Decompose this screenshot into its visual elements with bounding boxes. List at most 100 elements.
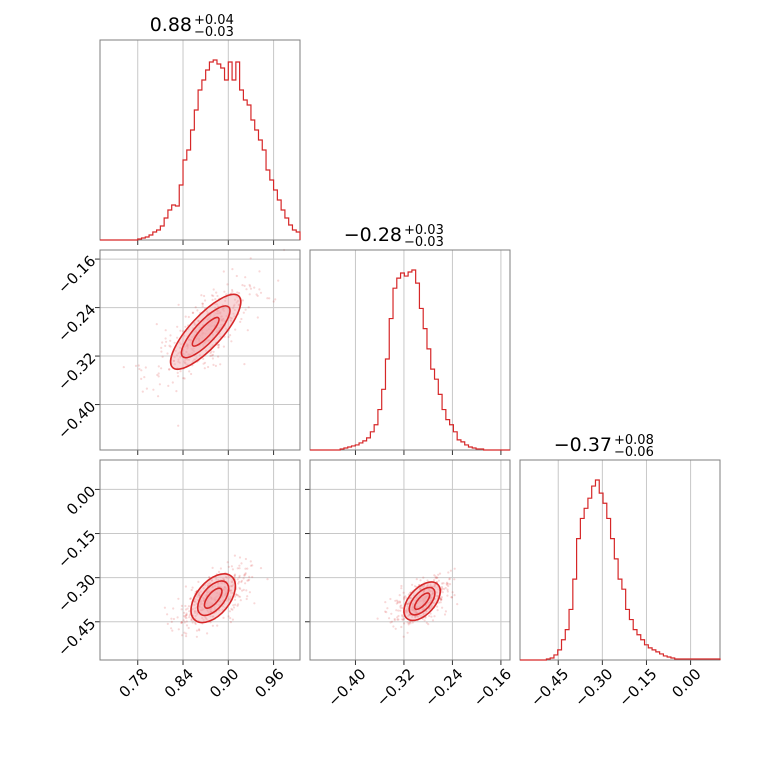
hist-1-frame xyxy=(309,249,511,451)
param-title-minus-2: −0.06 xyxy=(614,445,654,460)
scatter-point xyxy=(244,573,247,576)
scatter-point xyxy=(429,612,432,615)
scatter-point xyxy=(208,590,211,593)
scatter-point xyxy=(430,605,433,608)
scatter-point xyxy=(143,376,146,379)
scatter-point xyxy=(210,610,213,614)
scatter-point xyxy=(182,619,185,622)
scatter-point xyxy=(194,598,197,601)
scatter-point xyxy=(249,287,253,290)
scatter-point xyxy=(207,600,210,603)
scatter-point xyxy=(177,597,180,600)
scatter-point xyxy=(419,604,422,607)
scatter-point xyxy=(376,617,379,620)
scatter-point xyxy=(195,337,198,340)
scatter-point xyxy=(122,366,125,369)
scatter-point xyxy=(399,609,402,612)
scatter-point xyxy=(246,595,249,598)
scatter-point xyxy=(218,327,221,330)
scatter-point xyxy=(177,424,180,427)
scatter-point xyxy=(212,615,215,618)
param-title-minus-0: −0.03 xyxy=(194,25,234,40)
scatter-point xyxy=(246,567,249,570)
scatter-point xyxy=(217,570,221,574)
scatter-point xyxy=(180,621,183,624)
scatter-point xyxy=(390,620,394,623)
scatter-point xyxy=(165,340,168,343)
scatter-point xyxy=(445,583,448,586)
scatter-point xyxy=(202,608,205,611)
scatter-point xyxy=(194,622,197,626)
scatter-point xyxy=(249,560,252,563)
scatter-point xyxy=(201,616,204,620)
scatter-point xyxy=(398,601,402,604)
scatter-point xyxy=(229,591,232,594)
scatter-point xyxy=(157,372,160,375)
scatter-point xyxy=(206,339,209,342)
scatter-point xyxy=(207,611,210,614)
scatter-point xyxy=(447,582,450,585)
scatter-point xyxy=(178,361,181,364)
scatter-point xyxy=(419,599,422,603)
scatter-point xyxy=(424,604,428,607)
scatter-point xyxy=(161,341,164,344)
scatter-point xyxy=(422,612,425,615)
contour-0-1-1 xyxy=(180,305,231,359)
scatter-point xyxy=(183,611,186,614)
scatter-point xyxy=(402,635,405,638)
scatter-point xyxy=(206,593,209,596)
scatter-point xyxy=(432,579,436,582)
scatter-point xyxy=(187,353,190,356)
scatter-point xyxy=(446,588,449,591)
scatter-point xyxy=(194,329,197,332)
scatter-point xyxy=(197,580,200,584)
scatter-point xyxy=(183,353,186,356)
scatter-point xyxy=(413,599,416,602)
scatter-point xyxy=(256,294,259,297)
scatter-point xyxy=(401,618,405,621)
scatter-point xyxy=(431,619,435,622)
scatter-point xyxy=(204,594,207,597)
scatter-point xyxy=(186,347,189,350)
scatter-point xyxy=(422,601,425,604)
scatter-point xyxy=(161,355,164,358)
scatter-point xyxy=(201,596,204,599)
scatter-point xyxy=(453,567,456,570)
scatter-point xyxy=(219,567,222,570)
scatter-point xyxy=(233,303,236,306)
scatter-point xyxy=(222,307,225,310)
scatter-point xyxy=(209,601,212,604)
scatter-point xyxy=(180,608,183,611)
scatter-point xyxy=(246,329,249,332)
scatter-point xyxy=(197,338,200,341)
scatter-point xyxy=(184,361,187,364)
scatter-point xyxy=(416,605,419,609)
scatter-point xyxy=(200,606,203,609)
scatter-point xyxy=(210,294,214,297)
scatter-point xyxy=(203,341,206,344)
scatter-point xyxy=(187,338,190,341)
scatter-point xyxy=(188,358,191,361)
scatter-point xyxy=(231,618,234,621)
scatter-point xyxy=(397,600,400,603)
scatter-point xyxy=(231,568,234,571)
scatter-point xyxy=(218,603,221,607)
scatter-point xyxy=(425,595,428,598)
scatter-point xyxy=(198,354,201,357)
scatter-point xyxy=(202,362,205,365)
scatter-point xyxy=(423,619,426,622)
scatter-point xyxy=(202,331,205,335)
scatter-point xyxy=(418,600,421,604)
scatter-point xyxy=(198,594,201,597)
ytick-label-1-0: −0.40 xyxy=(54,397,99,442)
scatter-point xyxy=(422,599,425,602)
scatter-point xyxy=(188,338,191,341)
scatter-point xyxy=(243,574,246,577)
scatter-point xyxy=(412,602,415,605)
scatter-point xyxy=(446,581,449,584)
scatter-point xyxy=(211,624,214,627)
scatter-point xyxy=(441,582,444,585)
scatter-point xyxy=(420,599,423,602)
scatter-point xyxy=(433,615,436,618)
scatter-point xyxy=(225,293,228,296)
